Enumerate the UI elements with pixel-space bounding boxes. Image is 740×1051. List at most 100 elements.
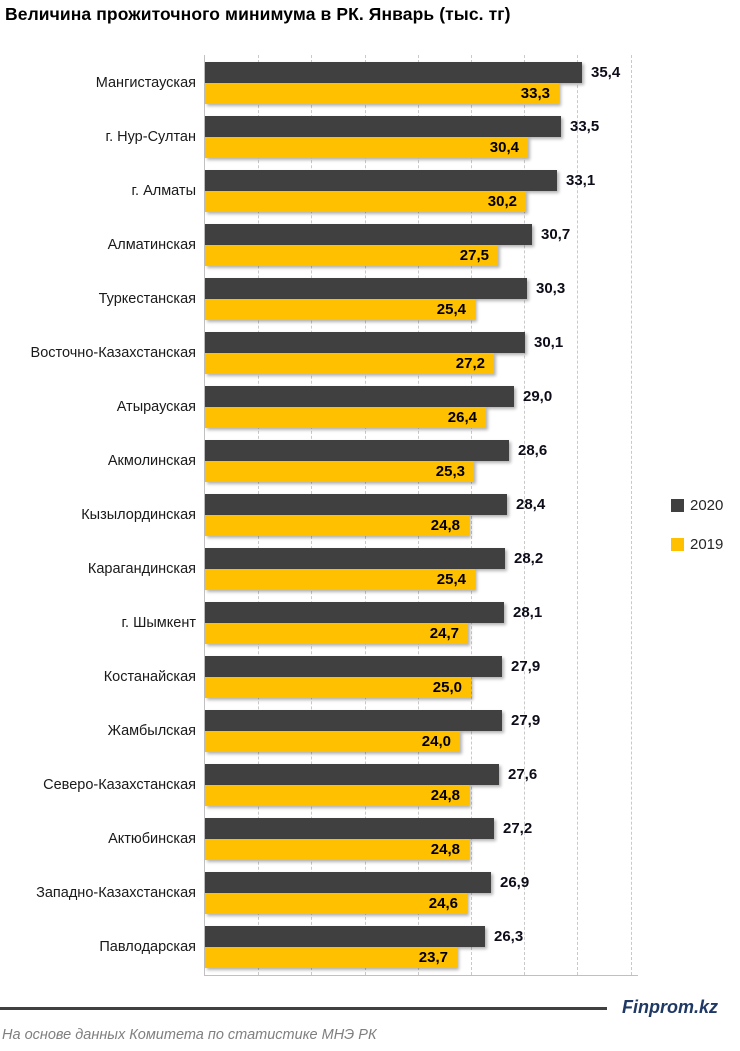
legend-label-2019: 2019 [690, 536, 724, 553]
chart-legend: 2020 2019 [671, 497, 723, 575]
value-label-2019: 33,3 [520, 85, 550, 102]
bar-2019 [205, 893, 467, 914]
bar-2019 [205, 785, 469, 806]
value-label-2019: 27,5 [459, 247, 489, 264]
category-label: Атырауская [116, 399, 196, 415]
value-label-2020: 28,6 [518, 442, 548, 459]
value-label-2020: 30,7 [541, 226, 571, 243]
gridline-30 [524, 55, 526, 975]
gridline-35 [577, 55, 579, 975]
chart-row: Акмолинская 28,6 25,3 [0, 433, 740, 487]
value-label-2019: 25,4 [436, 571, 466, 588]
value-label-2020: 26,3 [494, 928, 524, 945]
value-label-2020: 28,2 [514, 550, 544, 567]
bar-2020 [205, 818, 494, 839]
category-label: Павлодарская [99, 939, 196, 955]
legend-item-2020: 2020 [671, 497, 723, 514]
chart-rows: Мангистауская 35,4 33,3 г. Нур-Султан 33,5 30… [0, 55, 740, 975]
source-note: На основе данных Комитета по статистике … [2, 1027, 377, 1043]
brand-logo: Finprom.kz [622, 997, 719, 1017]
bar-2020 [205, 548, 505, 569]
chart-row: Туркестанская 30,3 25,4 [0, 271, 740, 325]
bar-2019 [205, 407, 486, 428]
value-label-2019: 24,8 [430, 841, 460, 858]
value-label-2019: 24,6 [428, 895, 458, 912]
value-label-2019: 25,4 [436, 301, 466, 318]
bar-2020 [205, 872, 491, 893]
value-label-2019: 25,3 [435, 463, 465, 480]
value-label-2019: 30,2 [487, 193, 517, 210]
legend-item-2019: 2019 [671, 536, 723, 553]
chart-row: Карагандинская 28,2 25,4 [0, 541, 740, 595]
value-label-2020: 28,4 [516, 496, 546, 513]
chart-row: г. Нур-Султан 33,5 30,4 [0, 109, 740, 163]
chart-row: Мангистауская 35,4 33,3 [0, 55, 740, 109]
chart-row: г. Алматы 33,1 30,2 [0, 163, 740, 217]
category-label: Западно-Казахстанская [36, 885, 196, 901]
chart-row: Кызылординская 28,4 24,8 [0, 487, 740, 541]
bar-2019 [205, 245, 498, 266]
value-label-2020: 33,1 [566, 172, 596, 189]
bar-2020 [205, 62, 582, 83]
chart-row: Алматинская 30,7 27,5 [0, 217, 740, 271]
value-label-2020: 27,2 [503, 820, 533, 837]
value-label-2019: 23,7 [418, 949, 448, 966]
value-label-2020: 33,5 [570, 118, 600, 135]
bar-2020 [205, 224, 532, 245]
category-label: Восточно-Казахстанская [30, 345, 196, 361]
value-label-2020: 28,1 [513, 604, 543, 621]
category-label: Кызылординская [81, 507, 196, 523]
value-label-2020: 27,9 [511, 712, 541, 729]
category-label: г. Алматы [131, 183, 197, 199]
bar-2019 [205, 461, 474, 482]
value-label-2020: 30,3 [536, 280, 566, 297]
legend-swatch-2019 [671, 538, 684, 551]
category-label: Мангистауская [95, 75, 196, 91]
category-label: Туркестанская [98, 291, 196, 307]
value-label-2020: 35,4 [591, 64, 621, 81]
chart-row: Западно-Казахстанская 26,9 24,6 [0, 865, 740, 919]
value-label-2019: 27,2 [455, 355, 485, 372]
value-label-2019: 25,0 [432, 679, 462, 696]
bar-2020 [205, 440, 509, 461]
value-label-2019: 24,0 [421, 733, 451, 750]
footer-divider [0, 1007, 607, 1010]
category-label: Карагандинская [87, 561, 196, 577]
chart-row: Актюбинская 27,2 24,8 [0, 811, 740, 865]
bar-2019 [205, 299, 475, 320]
category-label: г. Нур-Султан [105, 129, 196, 145]
bar-2019 [205, 191, 526, 212]
bar-2020 [205, 656, 502, 677]
value-label-2019: 26,4 [447, 409, 477, 426]
bar-2019 [205, 623, 468, 644]
bar-2019 [205, 515, 469, 536]
category-label: Акмолинская [107, 453, 196, 469]
bar-2020 [205, 332, 525, 353]
value-label-2020: 30,1 [534, 334, 564, 351]
category-label: Актюбинская [108, 831, 196, 847]
category-label: Северо-Казахстанская [43, 777, 196, 793]
chart-row: Северо-Казахстанская 27,6 24,8 [0, 757, 740, 811]
chart-title: Величина прожиточного минимума в РК. Янв… [5, 4, 511, 24]
value-label-2020: 27,6 [508, 766, 538, 783]
bar-2019 [205, 677, 471, 698]
bar-2019 [205, 731, 460, 752]
value-label-2020: 29,0 [523, 388, 553, 405]
bar-2020 [205, 116, 561, 137]
bar-2020 [205, 764, 499, 785]
category-label: Жамбылская [107, 723, 196, 739]
bar-2019 [205, 947, 457, 968]
category-label: Костанайская [103, 669, 196, 685]
bar-2019 [205, 569, 475, 590]
bar-2019 [205, 353, 494, 374]
bar-2020 [205, 278, 527, 299]
chart-row: Атырауская 29,0 26,4 [0, 379, 740, 433]
bar-2019 [205, 839, 469, 860]
chart-row: Павлодарская 26,3 23,7 [0, 919, 740, 973]
gridline-25 [470, 55, 472, 975]
legend-swatch-2020 [671, 499, 684, 512]
bar-2019 [205, 83, 559, 104]
chart-row: Восточно-Казахстанская 30,1 27,2 [0, 325, 740, 379]
bar-2020 [205, 926, 485, 947]
